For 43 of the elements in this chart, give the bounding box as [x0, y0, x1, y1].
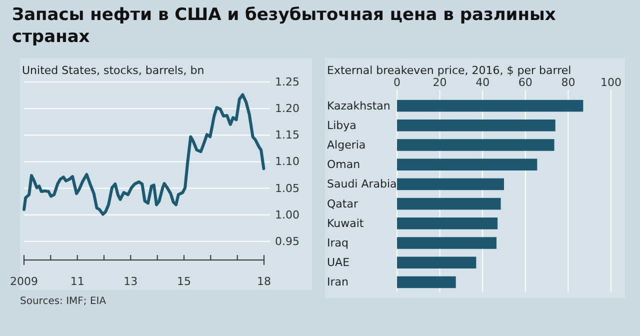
y-tick-label: 1.00 [275, 208, 300, 222]
chart-subtitle: United States, stocks, barrels, bn [22, 64, 204, 77]
x-tick-label: 80 [561, 76, 576, 89]
x-tick-label: 2009 [10, 274, 38, 288]
chart-title: External breakeven price, 2016, $ per barrel [327, 64, 572, 77]
x-tick-label: 40 [476, 76, 490, 89]
y-tick-label: Saudi Arabia [327, 178, 397, 191]
bar [397, 198, 501, 210]
y-tick-label: Kazakhstan [327, 99, 390, 112]
bar [397, 276, 456, 288]
x-tick-label: 60 [518, 76, 532, 89]
y-tick-label: Qatar [327, 197, 358, 210]
chart-title: Запасы нефти в США и безубыточная цена в разлиных странах [12, 5, 556, 47]
y-tick-label: Algeria [327, 138, 366, 152]
bar [397, 237, 497, 249]
source-note: Sources: IMF; EIA [20, 296, 106, 307]
x-tick-label: 20 [432, 76, 447, 89]
y-tick-label: Libya [327, 118, 356, 132]
y-tick-label: Oman [327, 158, 360, 172]
y-tick-label: Iran [327, 276, 349, 289]
y-tick-label: 0.95 [275, 234, 300, 248]
y-tick-label: 1.05 [275, 182, 300, 195]
bar [397, 256, 476, 268]
y-tick-label: 1.20 [275, 102, 300, 116]
y-tick-label: Kuwait [327, 216, 364, 230]
x-tick-label: 11 [70, 274, 84, 288]
bar [397, 120, 556, 132]
bar [397, 139, 554, 151]
bar [397, 218, 498, 230]
bar [397, 158, 538, 170]
x-tick-label: 15 [177, 274, 191, 288]
y-tick-label: UAE [327, 256, 350, 270]
x-tick-label: 18 [257, 274, 271, 288]
y-tick-label: 1.10 [275, 155, 300, 168]
y-tick-label: 1.25 [275, 76, 300, 89]
bar [397, 178, 504, 190]
y-tick-label: 1.15 [275, 128, 300, 142]
x-tick-label: 0 [394, 76, 400, 89]
x-tick-label: 13 [124, 274, 138, 288]
x-tick-label: 100 [600, 76, 622, 89]
line-series [22, 93, 266, 216]
bar [397, 100, 584, 112]
y-tick-label: Iraq [327, 236, 348, 250]
